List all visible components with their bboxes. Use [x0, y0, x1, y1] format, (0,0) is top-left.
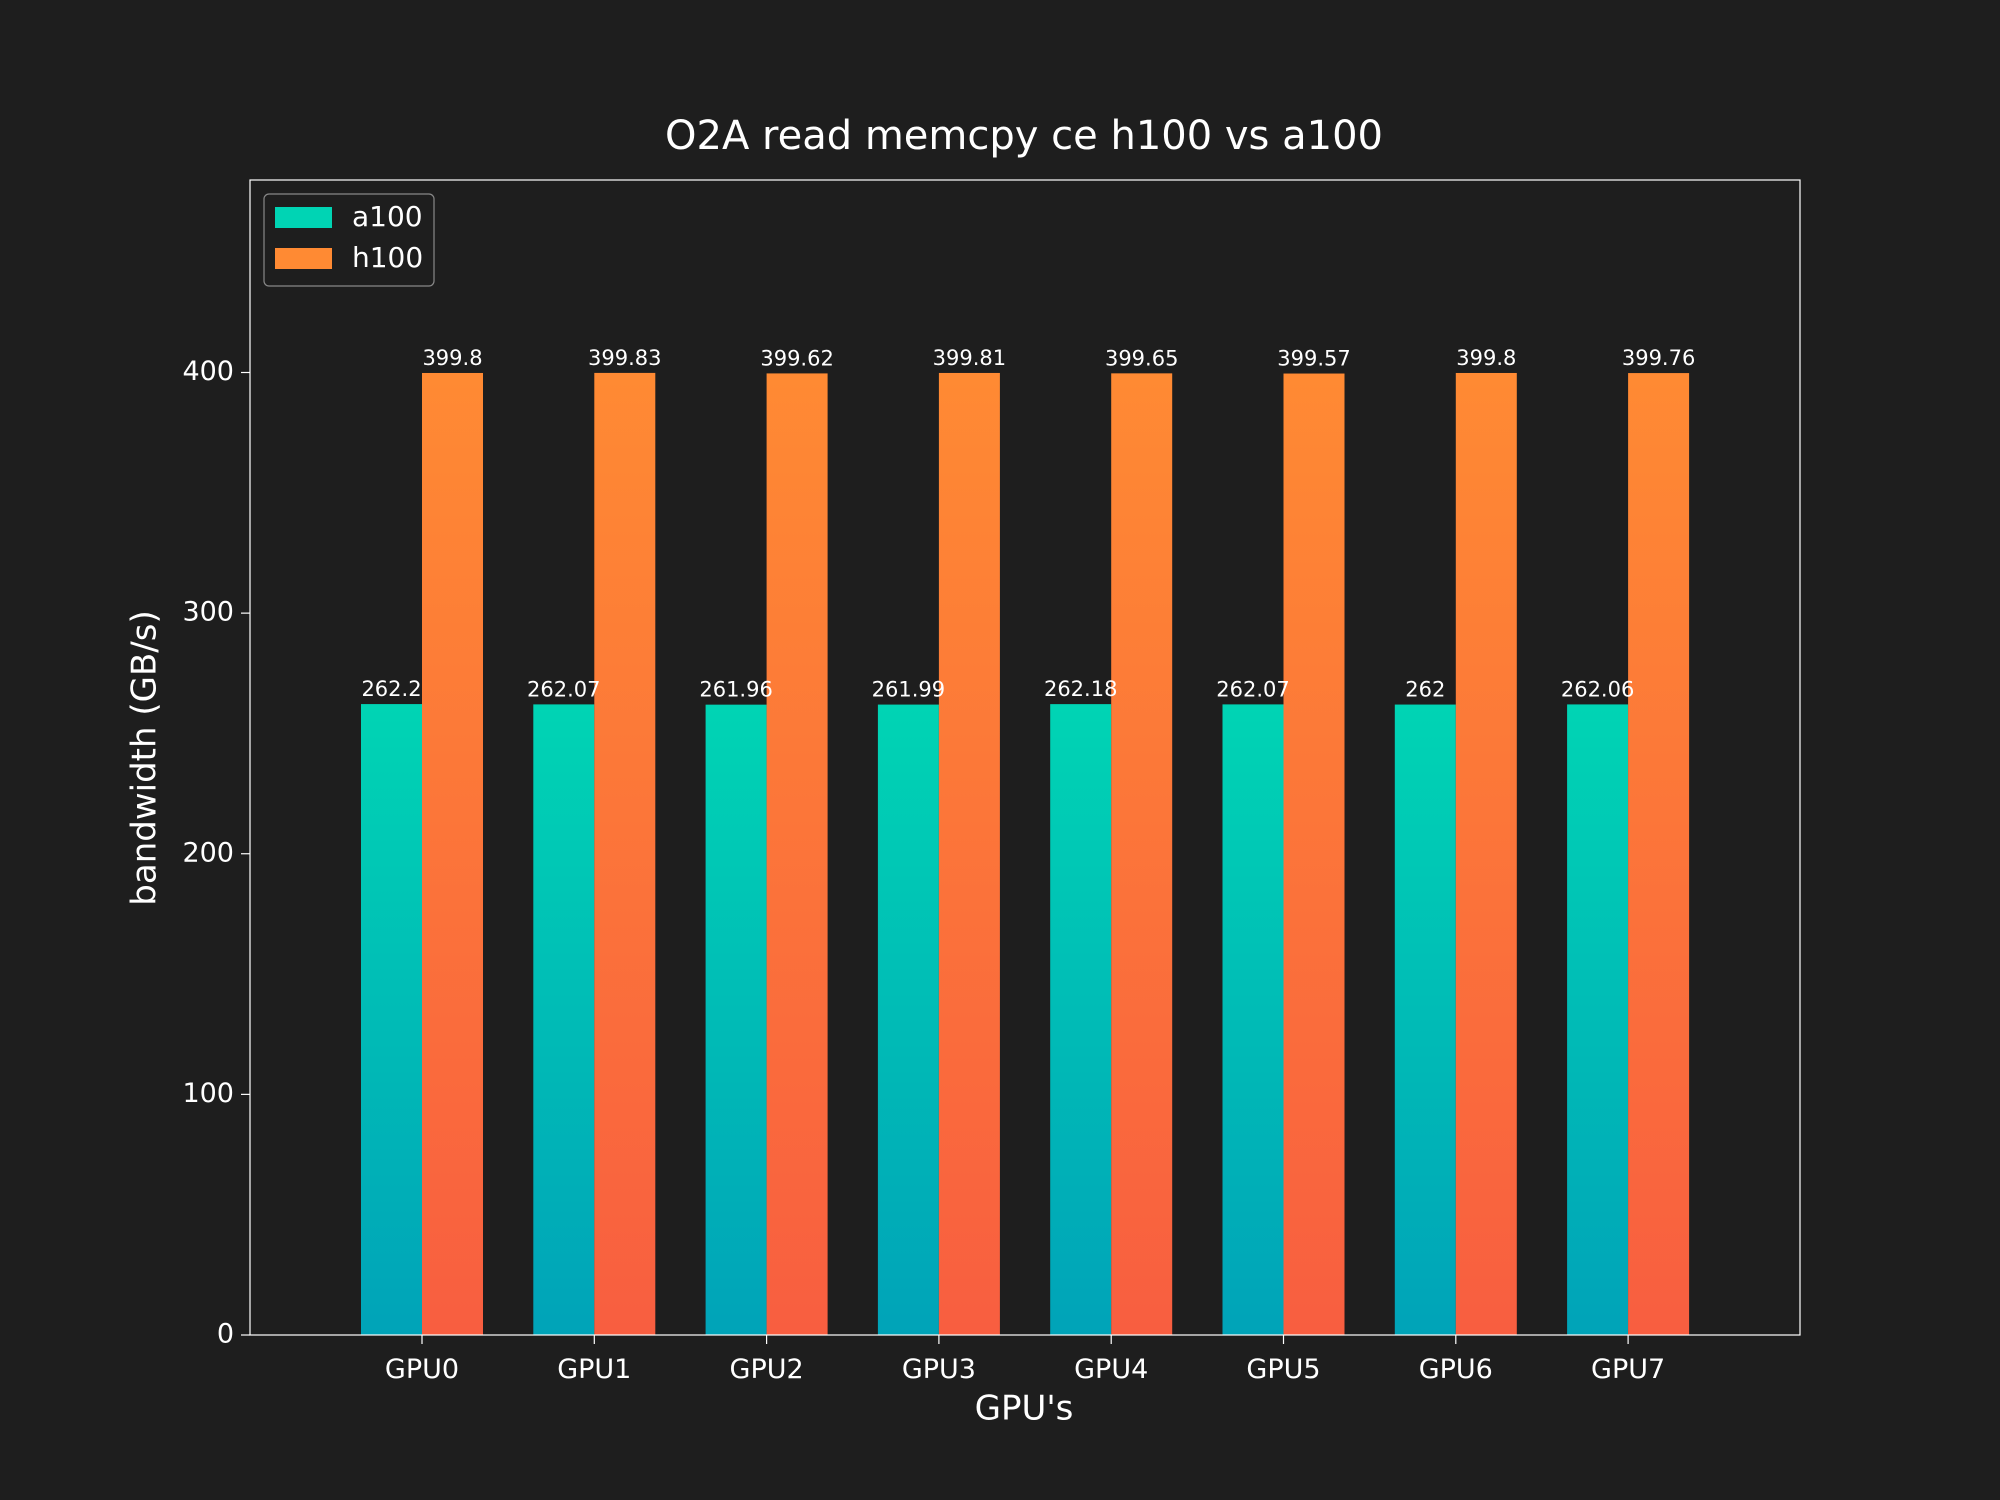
y-tick-label: 0	[217, 1319, 234, 1350]
bar-h100-gpu4	[1111, 373, 1173, 1336]
value-label-h100-gpu5: 399.57	[1277, 347, 1350, 371]
x-tick-label-gpu6: GPU6	[1419, 1354, 1493, 1385]
bar-a100-gpu1	[533, 704, 595, 1335]
bar-h100-gpu6	[1455, 372, 1517, 1335]
y-tick-label: 400	[182, 356, 234, 387]
bar-h100-gpu3	[938, 372, 1000, 1336]
y-tick-label: 100	[182, 1078, 234, 1109]
x-tick-label-gpu3: GPU3	[902, 1354, 976, 1385]
value-label-a100-gpu4: 262.18	[1044, 677, 1117, 701]
bar-a100-gpu6	[1394, 704, 1456, 1335]
value-label-a100-gpu0: 262.2	[361, 677, 421, 701]
bar-a100-gpu3	[877, 704, 939, 1335]
bar-h100-gpu5	[1283, 373, 1345, 1336]
value-label-h100-gpu4: 399.65	[1105, 346, 1178, 370]
x-tick-label-gpu4: GPU4	[1074, 1354, 1148, 1385]
value-label-a100-gpu1: 262.07	[527, 677, 600, 701]
bar-a100-gpu7	[1567, 704, 1629, 1335]
x-axis-label: GPU's	[975, 1389, 1074, 1429]
y-tick-label: 200	[182, 837, 234, 868]
value-label-h100-gpu3: 399.81	[933, 346, 1006, 370]
bar-a100-gpu0	[361, 704, 422, 1335]
value-labels-group: 262.2 399.8 262.07 399.83 261.96 399.62 261.99…	[361, 346, 1695, 702]
x-axis-ticks: GPU0 GPU1 GPU2 GPU3 GPU4 GPU5 GPU6 GPU7	[385, 1335, 1665, 1385]
x-tick-label-gpu7: GPU7	[1591, 1354, 1665, 1385]
value-label-h100-gpu7: 399.76	[1622, 346, 1695, 370]
bar-a100-gpu4	[1050, 704, 1112, 1335]
x-tick-label-gpu5: GPU5	[1246, 1354, 1320, 1385]
value-label-a100-gpu7: 262.06	[1561, 677, 1634, 701]
legend-swatch-a100	[275, 207, 332, 228]
value-label-h100-gpu0: 399.8	[422, 346, 482, 370]
value-label-a100-gpu2: 261.96	[699, 678, 772, 702]
value-label-h100-gpu2: 399.62	[760, 346, 833, 370]
chart-title: O2A read memcpy ce h100 vs a100	[665, 113, 1383, 159]
bar-h100-gpu0	[422, 372, 483, 1335]
bar-h100-gpu7	[1628, 373, 1690, 1335]
x-tick-label-gpu2: GPU2	[730, 1354, 804, 1385]
value-label-h100-gpu1: 399.83	[588, 346, 661, 370]
bar-h100-gpu1	[594, 372, 656, 1335]
y-axis-ticks: 0 100 200 300 400	[182, 356, 250, 1350]
plot-frame	[249, 179, 1801, 1336]
legend-label-a100: a100	[352, 200, 423, 233]
bar-a100-gpu5	[1222, 704, 1284, 1335]
value-label-a100-gpu6: 262	[1405, 678, 1445, 702]
legend-swatch-h100	[275, 248, 332, 269]
legend-label-h100: h100	[352, 241, 423, 274]
x-tick-label-gpu1: GPU1	[557, 1354, 631, 1385]
bar-h100-gpu2	[766, 373, 828, 1335]
bars-group	[361, 372, 1690, 1336]
x-tick-label-gpu0: GPU0	[385, 1354, 459, 1385]
legend: a100 h100	[263, 193, 435, 287]
y-tick-label: 300	[182, 597, 234, 628]
bar-a100-gpu2	[705, 704, 767, 1335]
value-label-a100-gpu5: 262.07	[1216, 677, 1289, 701]
value-label-a100-gpu3: 261.99	[872, 678, 945, 702]
value-label-h100-gpu6: 399.8	[1456, 346, 1516, 370]
y-axis-label: bandwidth (GB/s)	[125, 610, 165, 905]
